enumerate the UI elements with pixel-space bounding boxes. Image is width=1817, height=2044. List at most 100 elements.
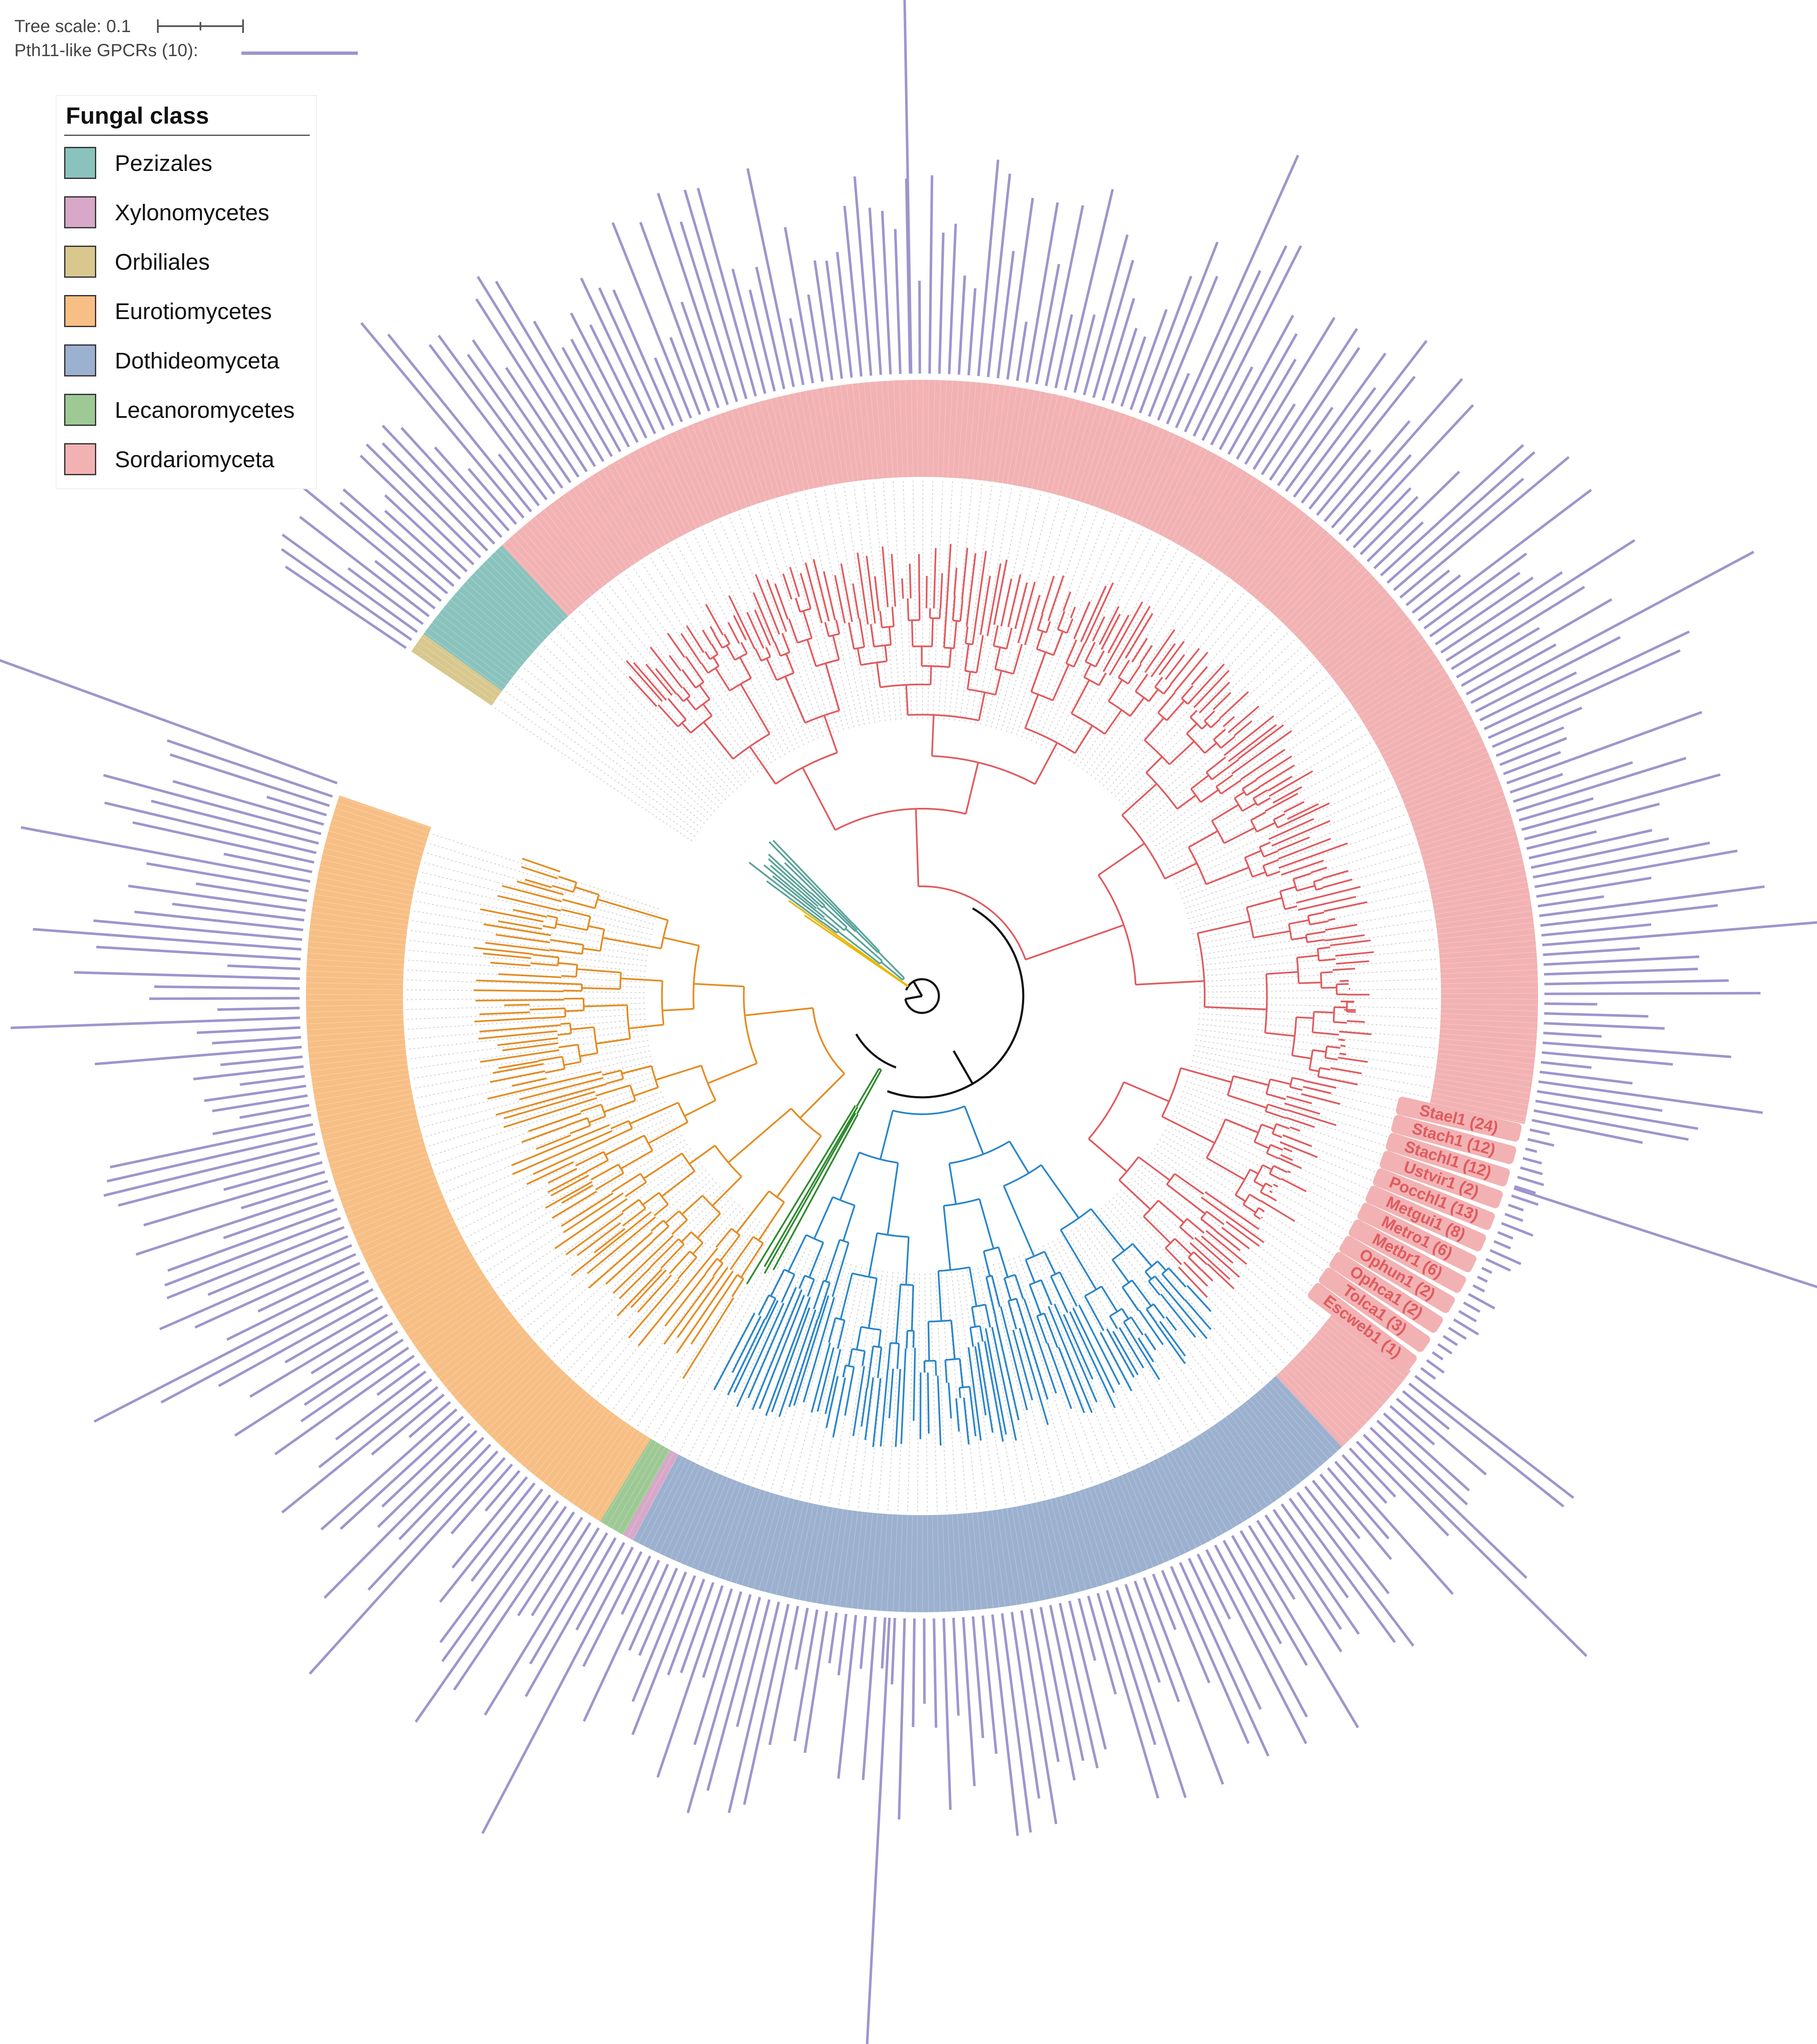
gpcr-bar	[1526, 830, 1597, 850]
tree-branch	[1225, 1221, 1260, 1247]
ring-separator	[511, 1383, 577, 1456]
tree-branch	[1083, 663, 1092, 678]
gpcr-bar	[164, 1217, 341, 1287]
gpcr-bar	[1296, 1492, 1414, 1647]
ring-separator	[1417, 812, 1511, 842]
tree-branch	[1278, 1157, 1302, 1170]
ring-separator	[1392, 735, 1481, 777]
leaf-guide	[425, 1071, 655, 1137]
tree-branch	[1246, 787, 1260, 796]
gpcr-bar	[284, 1305, 383, 1364]
ring-separator	[947, 1514, 952, 1612]
leaf-guide	[1194, 900, 1429, 945]
leaf-guide	[426, 853, 656, 920]
tree-branch	[1228, 705, 1260, 734]
ring-separator	[1021, 1505, 1041, 1601]
tree-branch	[985, 1277, 997, 1319]
ring-separator	[1436, 1063, 1533, 1076]
taxon-label-background	[1349, 1219, 1466, 1293]
leaf-guide	[571, 617, 734, 793]
ring-separator	[530, 520, 592, 596]
ring-separator	[307, 958, 404, 965]
ring-separator	[612, 463, 662, 547]
ring-separator	[1060, 1496, 1087, 1590]
tree-branch	[1190, 774, 1209, 790]
gpcr-bar	[683, 190, 748, 399]
tree-branch	[813, 1197, 834, 1239]
tree-branch	[884, 645, 888, 662]
tree-branch	[686, 698, 697, 711]
ring-separator	[587, 1431, 640, 1513]
tree-branch	[607, 1128, 633, 1140]
ring-separator	[374, 1234, 461, 1280]
gpcr-bar	[434, 447, 510, 531]
ring-separator	[1293, 566, 1364, 634]
ring-separator	[1374, 693, 1459, 742]
tree-branch	[1109, 1316, 1118, 1329]
ring-separator	[557, 1414, 616, 1493]
gpcr-bar	[1520, 1166, 1543, 1175]
tree-branch	[891, 606, 895, 627]
ring-orbiliales	[411, 634, 502, 706]
gpcr-bar	[1544, 992, 1761, 995]
leaf-guide	[1107, 612, 1267, 790]
tree-branch	[620, 1150, 653, 1170]
gpcr-bar	[303, 1338, 404, 1406]
gpcr-bar	[1539, 1070, 1633, 1085]
tree-branch	[596, 1084, 631, 1096]
tree-branch	[612, 1235, 674, 1294]
ring-separator	[1188, 467, 1239, 551]
gpcr-bar	[679, 221, 738, 402]
ring-separator	[309, 935, 406, 945]
tree-branch	[1012, 1329, 1033, 1401]
ring-separator	[1358, 663, 1441, 716]
tree-branch	[1047, 1306, 1093, 1413]
ring-separator	[962, 1513, 970, 1611]
tree-branch	[605, 1134, 645, 1156]
leaf-guide	[476, 1134, 682, 1255]
ring-separator	[643, 1459, 687, 1546]
tree-branch	[703, 721, 734, 760]
leaf-guide	[961, 1270, 997, 1507]
tree-branch	[995, 668, 1014, 675]
tree-branch	[502, 885, 562, 902]
tree-branch	[1098, 606, 1120, 645]
tree-branch	[776, 1135, 822, 1198]
tree-branch	[1100, 1286, 1118, 1312]
tree-branch	[1179, 1226, 1194, 1240]
tree-branch	[842, 1205, 856, 1241]
ring-separator	[1400, 757, 1490, 795]
gpcr-bar	[1479, 671, 1577, 722]
tree-branch	[1308, 911, 1325, 917]
tree-branch	[561, 1184, 594, 1204]
leaf-guide	[1198, 949, 1436, 972]
leaf-guide	[589, 1208, 744, 1391]
gpcr-bar	[611, 222, 692, 419]
tree-branch	[661, 980, 665, 1025]
ring-separator	[977, 383, 988, 480]
gpcr-bar	[1506, 711, 1703, 785]
tree-branch	[977, 1342, 994, 1433]
ring-separator	[321, 859, 416, 881]
tree-branch	[713, 1313, 756, 1391]
leaf-guide	[1092, 1214, 1240, 1403]
legend-label: Sordariomyceta	[115, 447, 275, 472]
tree-branch	[630, 1269, 667, 1308]
leaf-guide	[757, 507, 834, 734]
ring-separator	[719, 1486, 752, 1578]
ring-separator	[421, 636, 500, 694]
tree-branch	[571, 1026, 594, 1031]
ring-separator	[328, 831, 422, 857]
ring-separator	[454, 595, 528, 658]
tree-branch	[587, 1216, 656, 1274]
leaf-guide	[998, 1262, 1065, 1492]
tree-branch	[1098, 672, 1107, 686]
leaf-guide	[844, 486, 881, 722]
ring-separator	[898, 1515, 903, 1612]
ring-separator	[753, 403, 781, 497]
tree-branch	[516, 880, 564, 896]
gpcr-bar	[234, 1330, 398, 1437]
ring-separator	[1107, 1481, 1143, 1572]
taxon-label-background	[1373, 1168, 1495, 1230]
gpcr-bar	[1517, 1175, 1544, 1186]
